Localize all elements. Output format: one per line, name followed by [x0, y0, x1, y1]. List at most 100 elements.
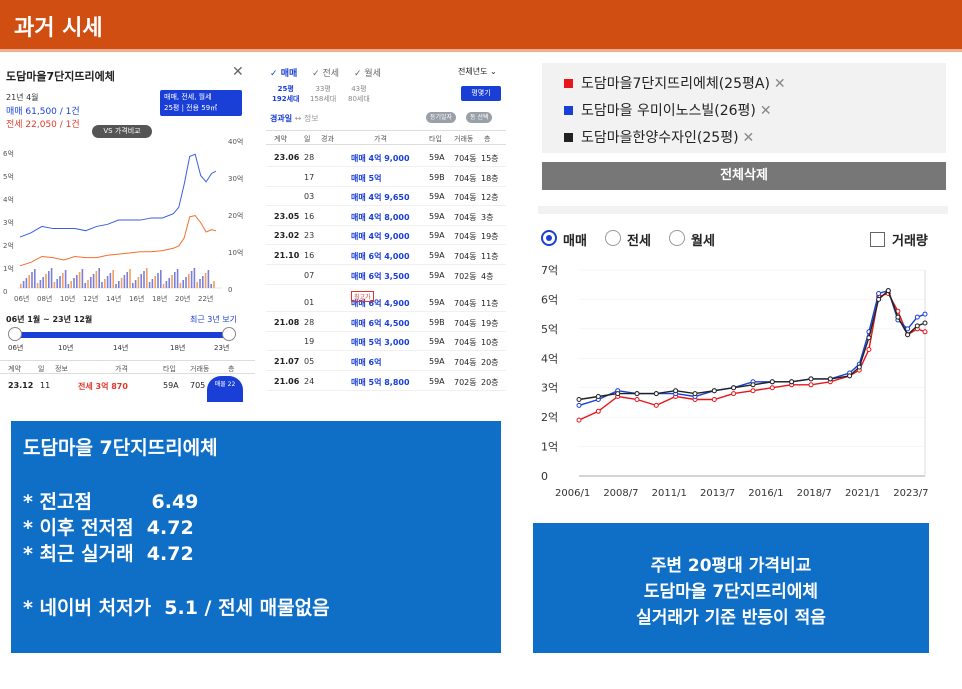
table-row[interactable]: 21.08 28 매매 6억 4,500 59B 704동 19층 [266, 313, 506, 332]
series-line [578, 289, 926, 407]
legend-label: 도담마을7단지뜨리에체(25평A) [581, 76, 770, 92]
listing-name: 도담마을7단지뜨리에체 [6, 70, 115, 83]
year-filter-dropdown[interactable]: 전체년도 ⌄ [458, 66, 497, 77]
legend-item[interactable]: 도담마을7단지뜨리에체(25평A) ✕ [564, 73, 786, 93]
table-row[interactable]: 21.07 05 매매 6억 59A 704동 20층 [266, 352, 506, 371]
legend-item[interactable]: 도담마을한양수자인(25평) ✕ [564, 127, 754, 147]
slider-handle-start[interactable] [8, 327, 22, 341]
table-row[interactable]: 23.05 16 매매 4억 8,000 59A 704동 3층 [266, 207, 506, 226]
range-slider[interactable] [14, 332, 230, 338]
close-icon[interactable]: ✕ [742, 130, 755, 146]
legend-item[interactable]: 도담마을 우미이노스빌(26평) ✕ [564, 100, 772, 120]
delete-all-button[interactable]: 전체삭제 [542, 162, 946, 190]
volume-bar [137, 277, 140, 288]
x-tick-label: 08년 [37, 294, 52, 303]
y-tick-label: 30억 [228, 175, 243, 183]
tab-monthly[interactable]: ✓ 월세 [353, 69, 381, 79]
recent-3y-link[interactable]: 최근 3년 보기 [190, 315, 237, 324]
table-row[interactable]: 23.06 28 매매 4억 9,000 59A 704동 15층 [266, 148, 506, 167]
row-price: 매매 4억 9,000 [351, 154, 410, 163]
radio-sale[interactable] [541, 230, 557, 246]
table-row[interactable]: 03 매매 4억 9,650 59A 704동 12층 [266, 187, 506, 207]
tab-jeonse[interactable]: ✓ 전세 [312, 69, 340, 79]
row-floor: 11층 [481, 252, 499, 261]
table-row[interactable]: 17 매매 5억 59B 704동 18층 [266, 168, 506, 187]
row-day: 03 [304, 192, 315, 202]
close-icon[interactable]: ✕ [232, 64, 244, 80]
table-row[interactable]: 07 매매 6억 3,500 59A 702동 4층 [266, 266, 506, 285]
data-point [653, 402, 659, 408]
volume-checkbox[interactable] [870, 232, 885, 247]
deal-type-dropdown[interactable]: 매매, 전세, 월세 25평 | 전용 59㎡ [160, 90, 242, 116]
note-line: * 전고점 6.49 [23, 491, 199, 513]
listing-count-badge[interactable]: 매물 22 [207, 376, 243, 402]
col-header: 층 [228, 365, 235, 373]
x-tick-label: 10년 [60, 294, 75, 303]
row-price: 매매 5억 [351, 173, 382, 183]
row-date: 23.06 [274, 153, 300, 162]
volume-bar [126, 272, 128, 288]
tab-label: 전세 [322, 69, 340, 79]
row-type: 59B [429, 317, 445, 327]
col-header: 타입 [429, 135, 442, 143]
table-row[interactable]: 21.06 24 매매 5억 8,800 59A 702동 20층 [266, 372, 506, 391]
filter-row: 경과일 ↔ 정보 [270, 113, 319, 124]
table-row[interactable]: 23.02 23 매매 4억 9,000 59A 704동 19층 [266, 226, 506, 246]
close-icon[interactable]: ✕ [773, 76, 786, 92]
col-header: 가격 [115, 365, 128, 373]
table-row[interactable]: 19 매매 5억 3,000 59A 704동 10층 [266, 332, 506, 352]
y-tick-label: 1억 [541, 441, 558, 454]
size-option[interactable]: 43평 80세대 [348, 84, 370, 104]
col-header[interactable]: 경과 [321, 135, 334, 143]
size-option[interactable]: 25평 192세대 [272, 84, 300, 104]
divider [538, 206, 948, 214]
radio-monthly[interactable] [669, 230, 685, 246]
tab-sale[interactable]: ✓ 매매 [270, 69, 298, 79]
row-type: 59A [429, 270, 445, 280]
compare-button[interactable]: 평몇기 [461, 86, 501, 101]
slider-handle-end[interactable] [222, 327, 236, 341]
row-date: 21.10 [274, 251, 300, 260]
row-day: 23 [304, 231, 315, 241]
col-header: 거래동 [454, 135, 474, 143]
note-line: * 이후 전저점 4.72 [23, 517, 194, 539]
volume-bar [115, 284, 117, 288]
col-header: 타입 [163, 365, 176, 373]
chip-registration-date[interactable]: 등기일자 [426, 112, 457, 123]
volume-bar [53, 282, 56, 288]
y-tick-label: 3억 [541, 382, 558, 395]
filter-info[interactable]: 정보 [303, 114, 319, 123]
filter-label[interactable]: 경과일 [270, 114, 293, 123]
table-row[interactable]: 23.12 11 전세 3억 870 59A 705 [0, 378, 255, 392]
note-line: 주변 20평대 가격비교 [650, 556, 812, 576]
col-header[interactable]: 가격 [374, 135, 387, 143]
row-dong: 705 [190, 381, 206, 390]
row-price: 매매 4억 9,650 [351, 193, 410, 203]
data-point [866, 347, 872, 352]
volume-bar [109, 273, 112, 288]
radio-label: 월세 [691, 234, 715, 249]
data-point [615, 391, 621, 397]
row-floor: 11층 [481, 299, 499, 309]
data-point [905, 326, 911, 332]
volume-bar [42, 277, 44, 288]
vs-compare-button[interactable]: VS 가격비교 [92, 125, 152, 138]
row-floor: 10층 [481, 338, 499, 348]
volume-bar [98, 268, 100, 288]
size-option[interactable]: 33평 158세대 [310, 84, 336, 104]
close-icon[interactable]: ✕ [759, 103, 772, 119]
table-row[interactable]: 01 매매 6억 4,900 59A 704동 11층 [266, 293, 506, 313]
chip-building-select[interactable]: 동 선택 [466, 112, 493, 123]
table-row[interactable]: 21.10 16 매매 6억 4,000 59A 704동 11층 [266, 246, 506, 265]
radio-jeonse[interactable] [605, 230, 621, 246]
volume-bar [36, 283, 39, 288]
y-tick-label: 2억 [541, 411, 558, 424]
legend-swatch [564, 133, 573, 142]
volume-bar [59, 276, 61, 288]
volume-bar [157, 273, 159, 288]
x-tick-label: 2018/7 [797, 488, 832, 498]
row-dong: 704동 [454, 173, 477, 183]
size-households: 192세대 [272, 95, 300, 103]
price-line [19, 215, 217, 267]
row-dong: 704동 [454, 154, 477, 163]
